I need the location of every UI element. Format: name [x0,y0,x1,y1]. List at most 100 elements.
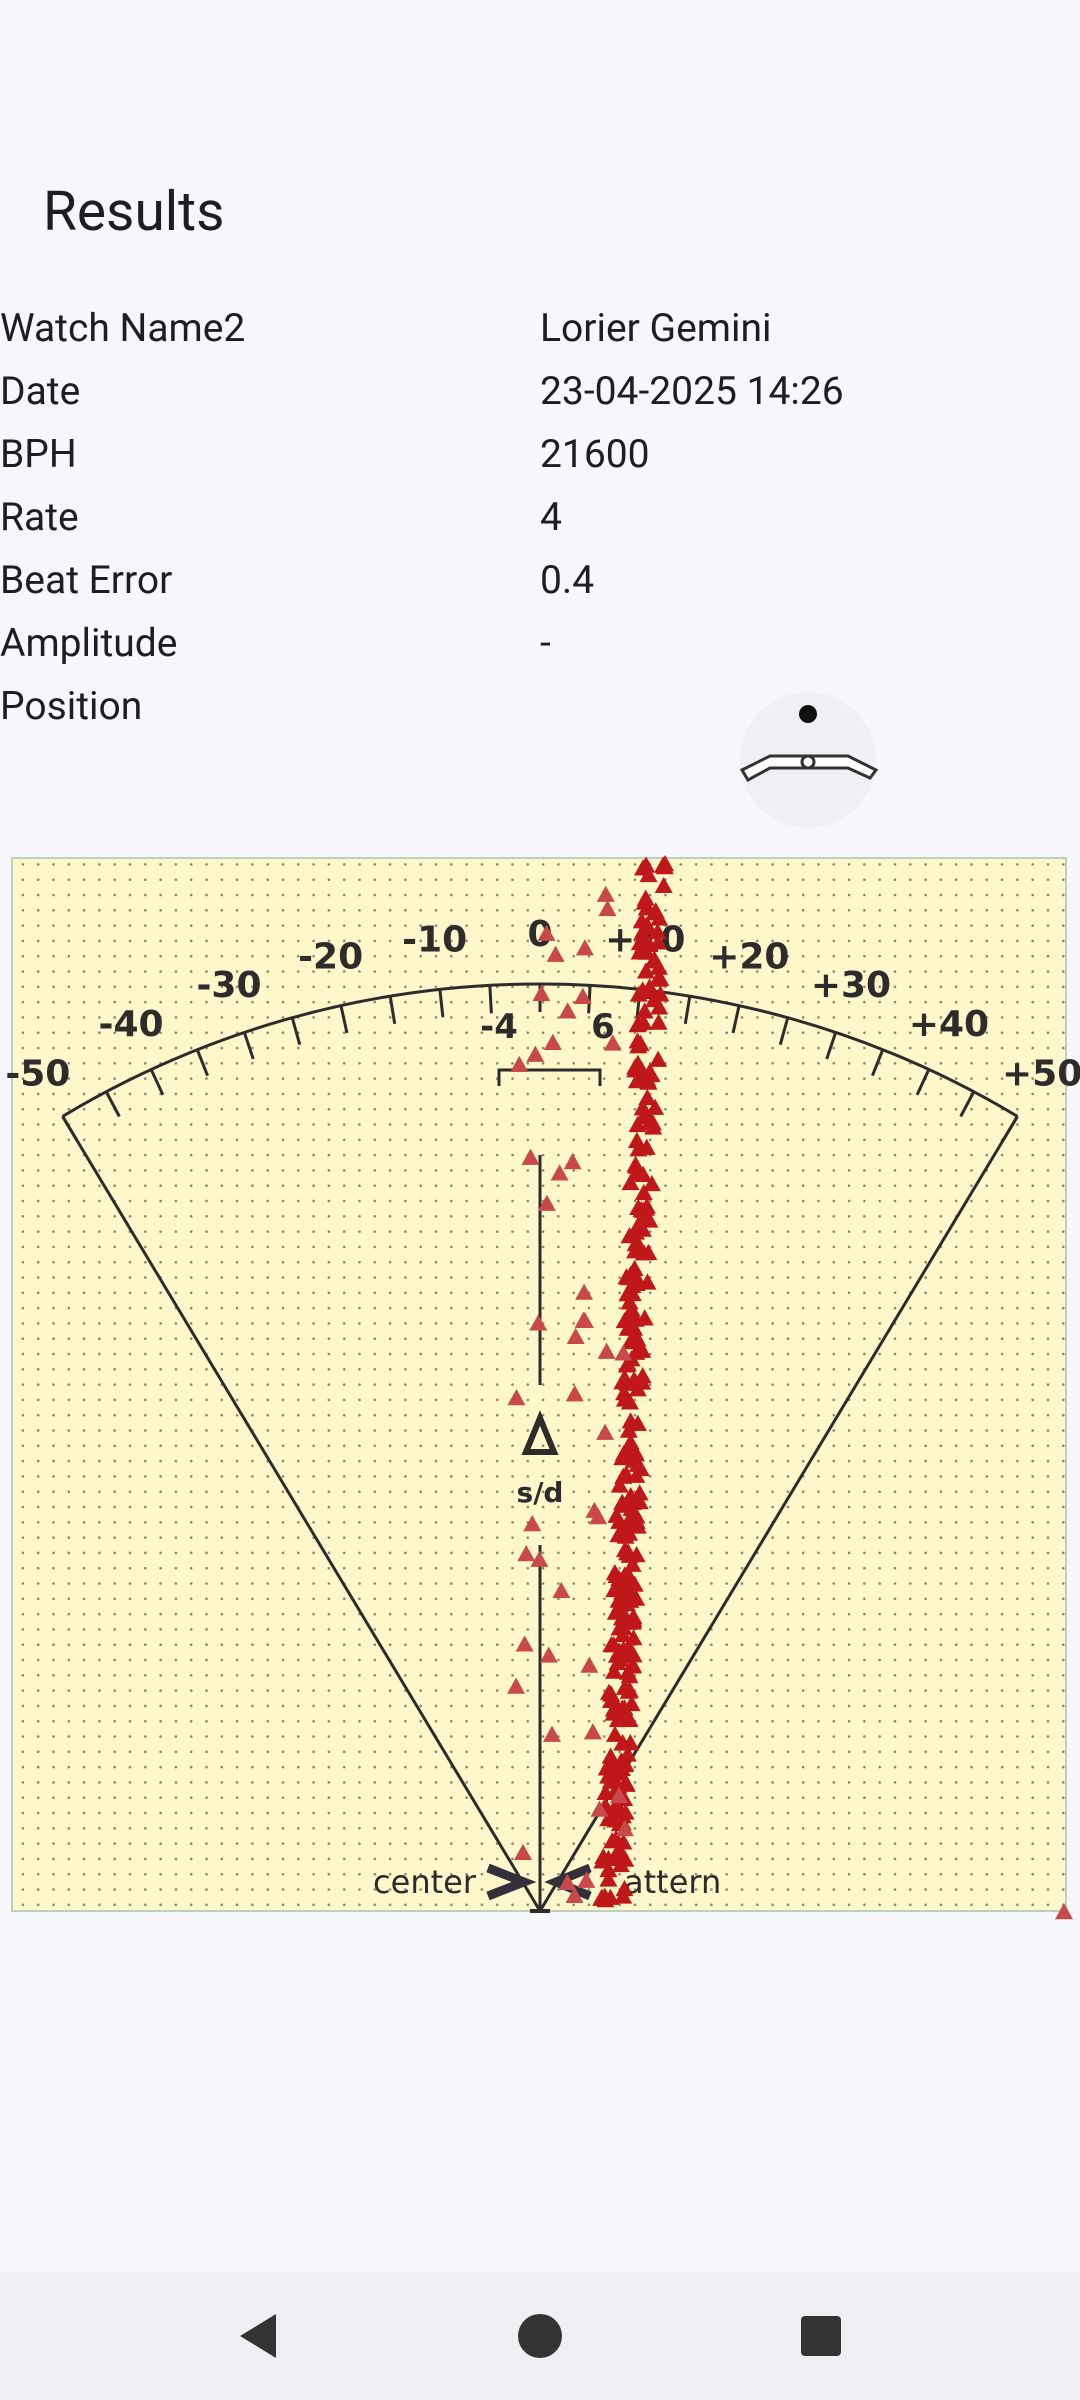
beat-point [638,1273,657,1290]
beat-point [596,1423,615,1440]
beat-point [633,923,652,941]
beat-point [574,1311,593,1328]
recents-button[interactable] [801,2316,841,2356]
beat-point [609,1786,628,1803]
beat-point [575,1283,594,1300]
beat-point [539,1646,558,1663]
dial-tick [915,1068,931,1096]
fan-edge [61,1115,542,1912]
beat-point [624,1448,643,1466]
result-row: Beat Error 0.4 [0,557,1080,617]
bracket-label: -4 [480,1007,518,1047]
beat-point [615,1819,634,1837]
beat-point [523,1515,542,1532]
beat-point [537,924,556,941]
beat-point [654,876,673,894]
beat-point [636,935,655,952]
beat-point [615,1699,634,1716]
beat-point [644,1118,663,1135]
beat-point [627,1131,646,1149]
beat-point [592,1889,611,1906]
dial-tick [438,989,445,1018]
position-icon [739,692,879,828]
beat-point [645,904,664,921]
row-label: Amplitude [0,620,178,666]
beat-point [599,1860,618,1878]
beat-point [636,889,655,906]
beat-point [616,1523,635,1540]
beat-point [633,981,652,998]
beat-point [611,1764,630,1781]
beat-point [598,899,617,917]
dial-tick [959,1091,976,1118]
beat-point [513,1843,532,1860]
beat-point [537,1194,556,1211]
dial-tick [149,1068,165,1096]
beat-point [616,1607,635,1624]
beat-point [622,1350,641,1367]
dial-label: +50 [1002,1053,1080,1094]
beat-point [646,1098,665,1115]
dial-tick [587,985,592,1014]
dial-tick [1001,1115,1019,1142]
beat-point [653,856,672,873]
beat-point [607,1830,626,1847]
home-button[interactable] [518,2314,562,2358]
beat-point [627,1274,646,1291]
beat-point [615,1311,634,1329]
beat-point [636,962,655,979]
row-label: Watch Name2 [0,305,246,351]
bracket [497,1068,602,1086]
dial-label: -30 [196,965,261,1006]
beat-point [529,1314,548,1331]
beat-point [649,1013,668,1030]
nav-icons [240,2314,841,2358]
dial-tick [290,1017,302,1046]
dial-tick [104,1091,121,1118]
back-button[interactable] [240,2314,276,2358]
beat-point [596,885,615,902]
beat-point [642,1174,661,1192]
beat-point [631,1061,650,1078]
beat-point [605,1662,624,1679]
beat-point [546,945,565,962]
beat-point [623,1333,642,1350]
beat-point [629,1140,648,1157]
beat-point [515,1635,534,1652]
beat-point [575,939,594,956]
dial-tick [778,1017,790,1046]
beat-point [611,1595,630,1612]
beat-point [597,1342,616,1359]
beat-point [530,1550,549,1567]
beat-point [596,1783,615,1800]
dial-tick [683,995,692,1025]
beat-point [649,958,668,975]
dial-tick [195,1049,209,1077]
beat-point [614,1619,633,1636]
row-label: Rate [0,494,79,540]
beat-point [638,1070,657,1087]
beat-point [637,943,656,960]
beat-point [610,1476,629,1493]
row-value: 21600 [540,431,650,477]
beat-point [521,1148,540,1165]
beat-point [618,1285,637,1302]
beat-point [620,1639,639,1656]
beat-point [590,1800,609,1817]
beat-point [526,1045,545,1062]
dial-tick [61,1115,79,1142]
dial-label: +30 [811,965,891,1006]
dial-label: -20 [298,937,363,978]
dial-tick [388,995,397,1025]
row-value: 0.4 [540,557,595,603]
beat-point [583,1723,602,1740]
beat-point [633,1367,652,1384]
beat-point [628,1016,647,1033]
beat-point [623,1555,642,1572]
row-label: BPH [0,431,77,477]
beat-point [637,856,656,873]
row-label: Position [0,683,143,729]
beat-point [631,1459,650,1477]
beat-point [563,1153,582,1170]
